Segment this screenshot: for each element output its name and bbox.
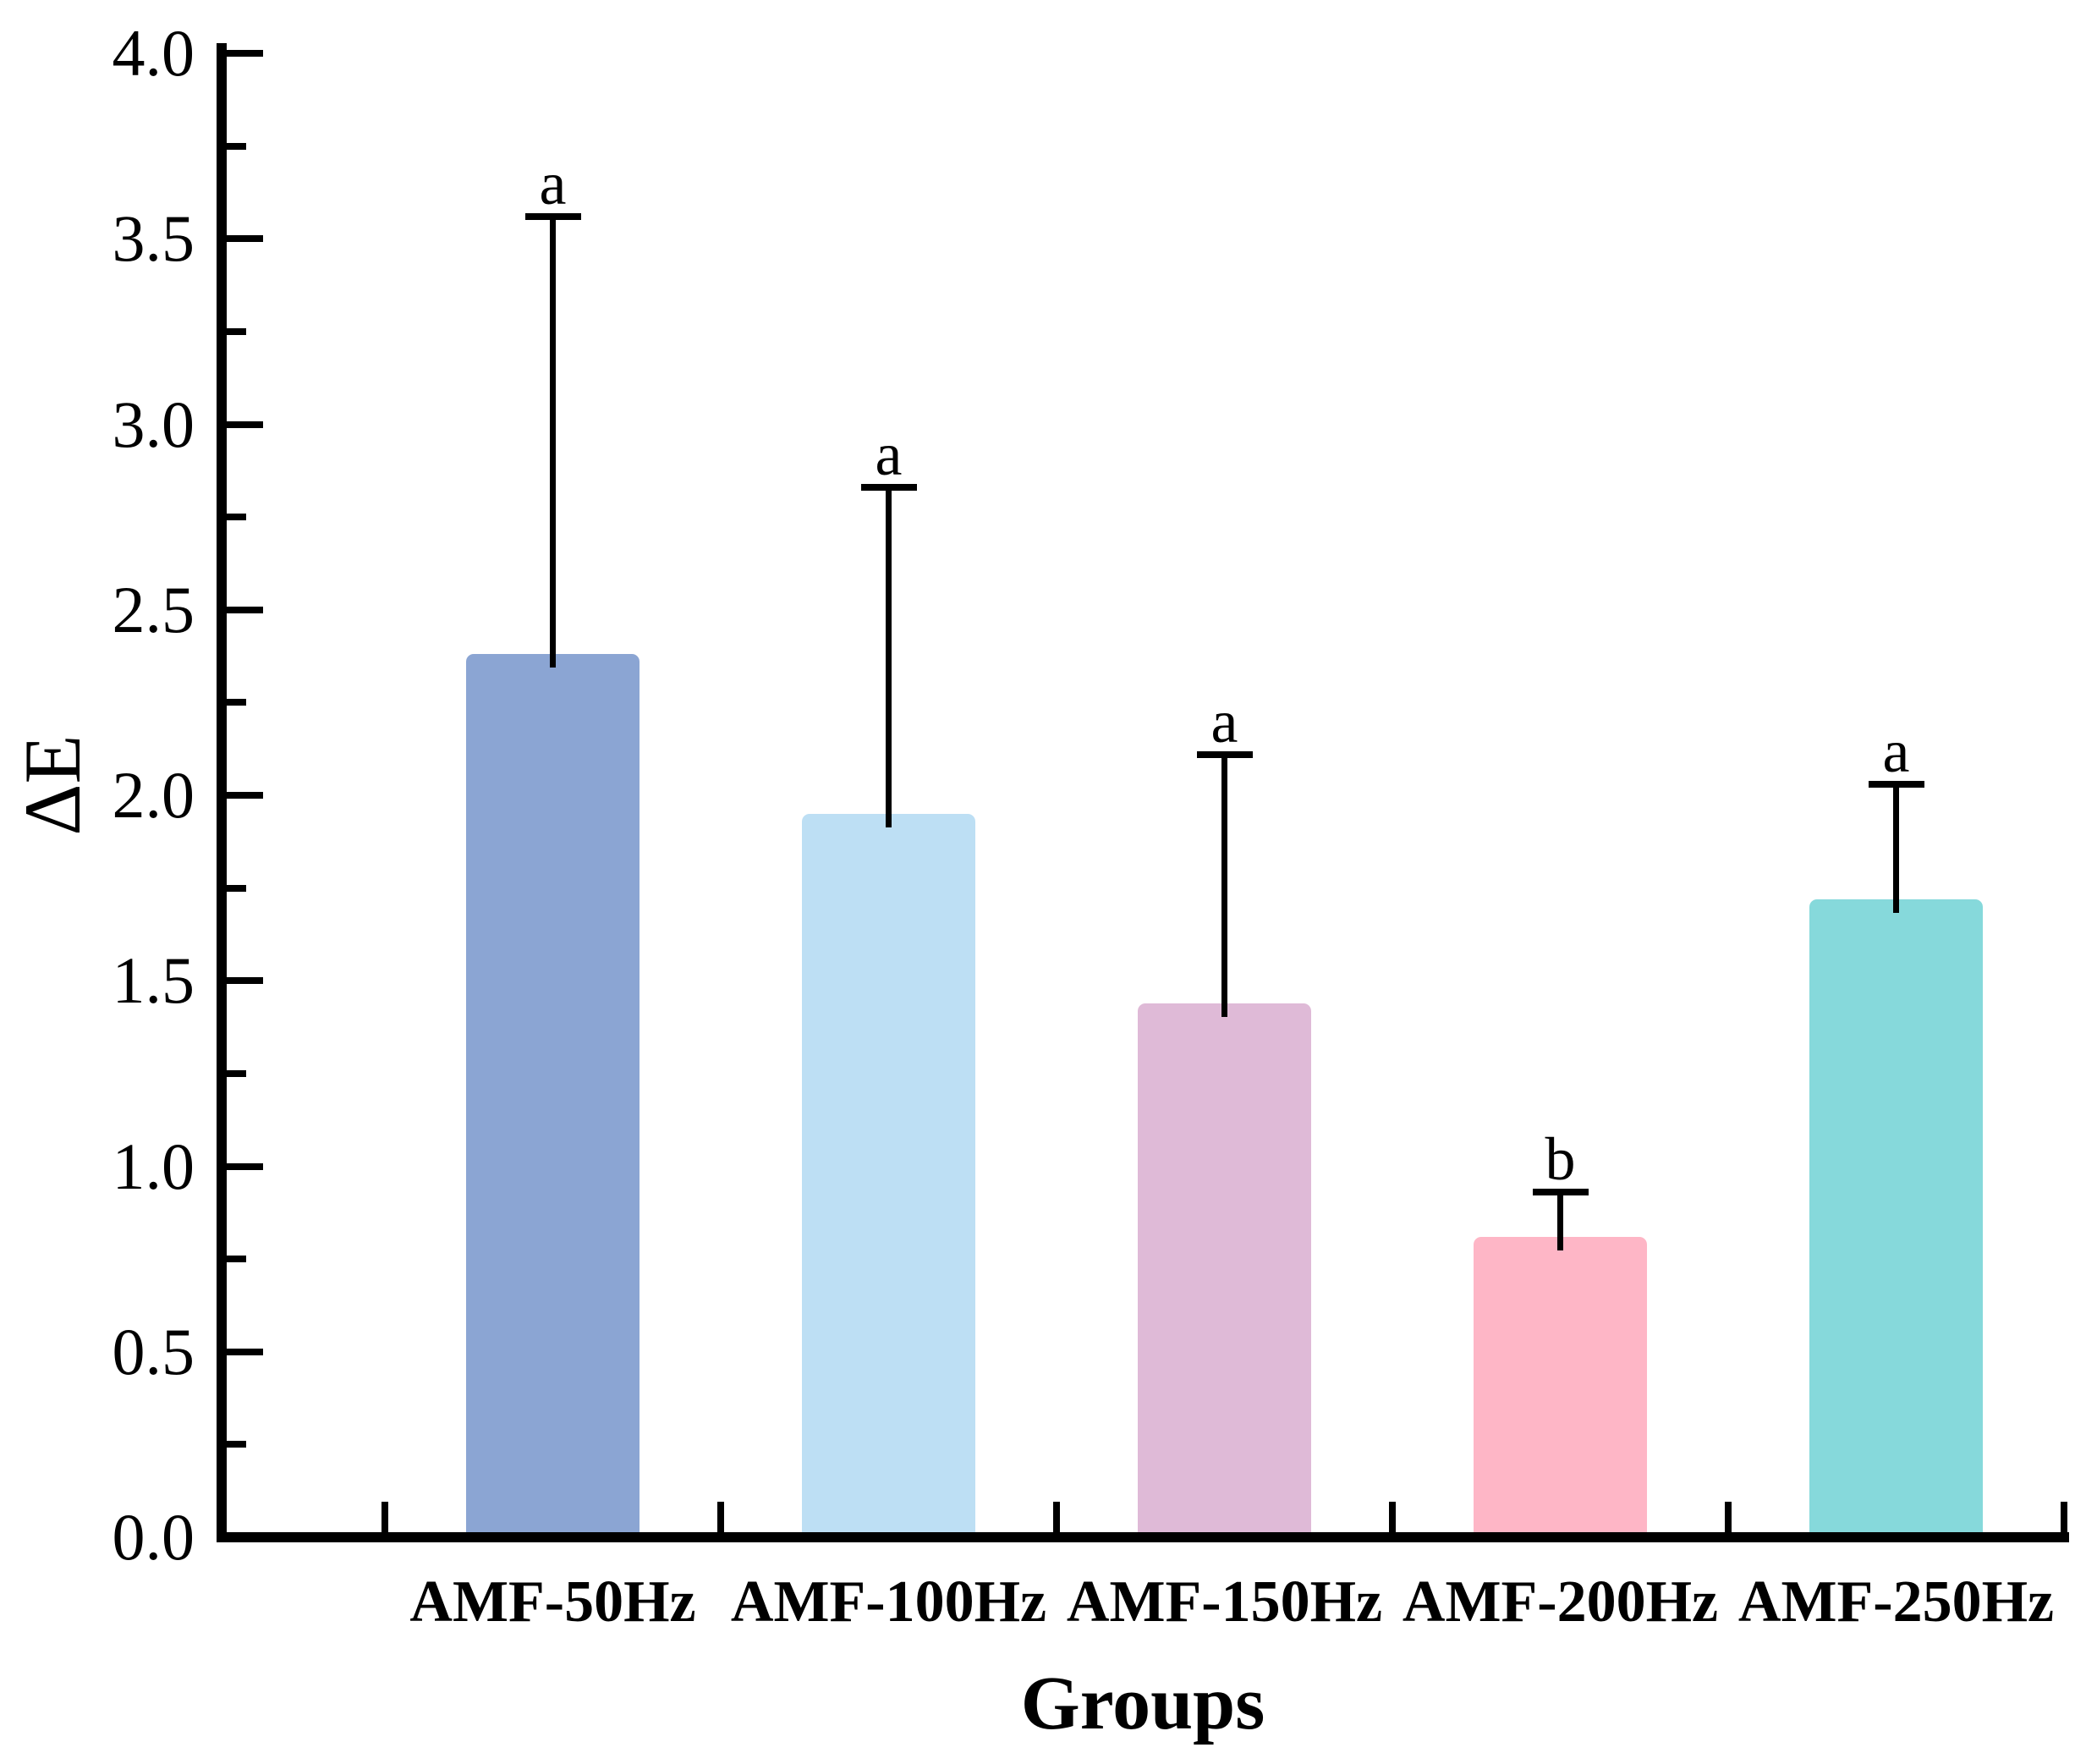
y-minor-tick (225, 327, 246, 335)
bar-AMF-100Hz (802, 813, 975, 1532)
x-tick (717, 1502, 724, 1532)
bar-AMF-150Hz (1138, 1003, 1311, 1532)
x-tick (1725, 1502, 1732, 1532)
y-tick-label: 0.5 (112, 1314, 195, 1388)
x-tick-label: AMF-250Hz (1737, 1569, 2055, 1635)
y-minor-tick (225, 1256, 246, 1263)
bar-AMF-250Hz (1809, 898, 1983, 1532)
y-minor-tick (225, 699, 246, 706)
bar-AMF-200Hz (1474, 1236, 1647, 1532)
y-major-tick (225, 1348, 263, 1355)
y-tick-label: 2.5 (112, 572, 195, 646)
x-tick (2061, 1502, 2067, 1532)
y-major-tick (225, 977, 263, 985)
x-tick (1389, 1502, 1396, 1532)
y-tick-label: 3.0 (112, 387, 195, 461)
y-major-tick (225, 606, 263, 613)
y-major-tick (225, 50, 263, 57)
y-major-tick (225, 1534, 263, 1541)
x-tick-label: AMF-50Hz (409, 1569, 696, 1635)
y-tick-label: 1.0 (112, 1129, 195, 1203)
x-tick (1053, 1502, 1060, 1532)
significance-letter: a (1882, 717, 1910, 785)
error-bar-cap (1196, 750, 1253, 758)
y-axis-line (217, 43, 227, 1542)
y-tick-label: 4.0 (112, 16, 195, 90)
x-tick-label: AMF-200Hz (1402, 1569, 1719, 1635)
error-bar-line (1221, 754, 1227, 1017)
y-major-tick (225, 420, 263, 428)
y-minor-tick (225, 1069, 246, 1077)
error-bar-cap (1868, 780, 1924, 788)
error-bar-line (1557, 1192, 1563, 1250)
y-minor-tick (225, 884, 246, 892)
error-bar-cap (1532, 1189, 1589, 1196)
error-bar-line (886, 487, 892, 827)
x-axis-line (217, 1532, 2069, 1542)
y-tick-label: 0.0 (112, 1500, 195, 1574)
significance-letter: a (1210, 687, 1238, 756)
y-minor-tick (225, 1441, 246, 1448)
significance-letter: a (539, 149, 567, 217)
x-tick-label: AMF-100Hz (730, 1569, 1047, 1635)
y-tick-label: 2.0 (112, 758, 195, 832)
y-tick-label: 1.5 (112, 943, 195, 1018)
y-major-tick (225, 792, 263, 799)
y-tick-label: 3.5 (112, 201, 195, 276)
y-major-tick (225, 235, 263, 243)
y-axis-title: ΔE (8, 734, 97, 836)
error-bar-line (550, 216, 556, 668)
x-tick-label: AMF-150Hz (1066, 1569, 1383, 1635)
y-minor-tick (225, 142, 246, 150)
significance-letter: b (1545, 1125, 1576, 1194)
significance-letter: a (875, 420, 903, 489)
x-tick (382, 1502, 388, 1532)
y-minor-tick (225, 514, 246, 521)
bar-AMF-50Hz (466, 654, 640, 1532)
x-axis-title: Groups (1020, 1662, 1265, 1745)
error-bar-cap (524, 212, 581, 220)
error-bar-line (1893, 783, 1899, 913)
error-bar-cap (860, 484, 917, 492)
y-major-tick (225, 1162, 263, 1170)
